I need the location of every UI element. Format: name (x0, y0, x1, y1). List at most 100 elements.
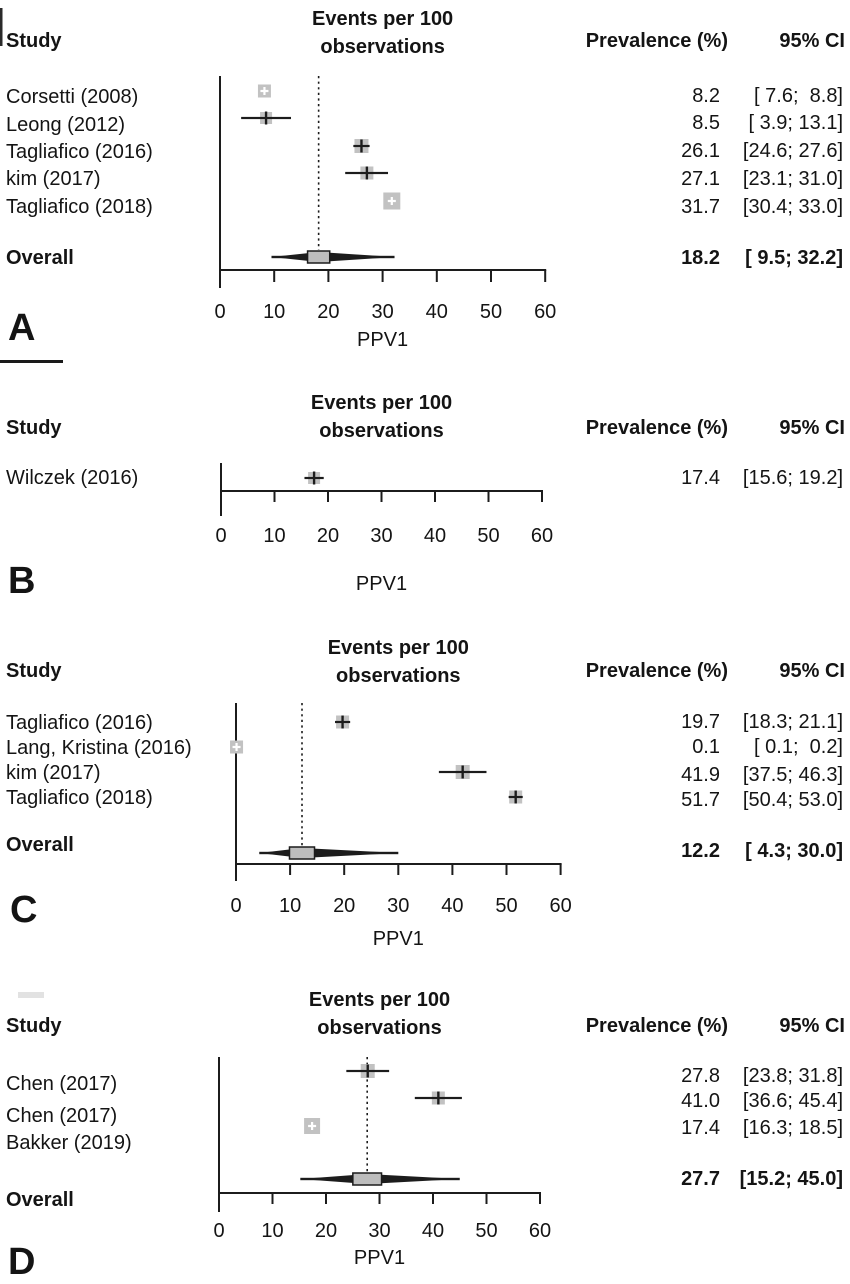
estimate-tick (264, 111, 268, 125)
x-tick-label: 60 (528, 1220, 552, 1242)
events-header-line1: Events per 100 (308, 989, 451, 1011)
ci-value: [16.3; 18.5] (742, 1117, 843, 1139)
prevalence-value: 51.7 (681, 789, 720, 811)
prevalence-value: 41.0 (681, 1090, 720, 1112)
x-tick-label: 0 (213, 1220, 225, 1242)
ci-value: [24.6; 27.6] (742, 140, 843, 162)
estimate-tick (312, 471, 316, 485)
x-axis-tick (380, 491, 383, 502)
x-axis-tick (485, 1193, 488, 1204)
x-tick-label: 20 (333, 895, 356, 917)
overall-label: Overall (6, 1189, 74, 1211)
x-tick-label: 40 (425, 301, 448, 323)
x-tick-label: 0 (214, 301, 226, 323)
x-axis-label: PPV1 (372, 928, 424, 950)
x-axis-tick (487, 491, 490, 502)
x-axis-tick (505, 864, 508, 875)
x-axis-tick (327, 491, 329, 502)
y-axis (218, 1057, 220, 1212)
x-tick-label: 20 (316, 525, 340, 547)
x-tick-label: 50 (477, 525, 500, 547)
ci-header: 95% CI (779, 30, 845, 52)
x-axis-tick (218, 1193, 220, 1204)
x-axis-tick (325, 1193, 327, 1204)
events-header-line2: observations (317, 1017, 442, 1039)
x-tick-label: 10 (263, 525, 286, 547)
estimate-tick (461, 765, 464, 779)
overall-prevalence-value: 12.2 (681, 840, 720, 862)
study-header: Study (6, 1015, 62, 1037)
ci-value: [18.3; 21.1] (742, 711, 843, 733)
prevalence-header: Prevalence (%) (585, 660, 728, 682)
events-header-line1: Events per 100 (311, 8, 454, 30)
x-axis-tick (544, 270, 547, 282)
study-label: Tagliafico (2018) (6, 196, 153, 218)
x-tick-label: 20 (317, 301, 340, 323)
x-axis-tick (559, 864, 562, 875)
x-tick-label: 30 (371, 301, 394, 323)
prevalence-value: 41.9 (681, 764, 720, 786)
y-axis (219, 76, 221, 288)
study-label: kim (2017) (6, 168, 101, 190)
overall-prevalence-value: 18.2 (681, 247, 720, 269)
ci-value: [15.6; 19.2] (742, 467, 843, 489)
prevalence-header: Prevalence (%) (585, 1015, 728, 1037)
panel-a-plot (219, 76, 547, 288)
x-tick-label: 0 (230, 895, 242, 917)
events-header-line1: Events per 100 (327, 637, 469, 659)
x-axis-tick (490, 270, 492, 282)
prevalence-value: 17.4 (681, 467, 720, 489)
study-label: Tagliafico (2016) (6, 712, 153, 734)
x-axis-tick (220, 491, 222, 502)
study-label: Chen (2017) (6, 1073, 118, 1095)
x-axis-tick (219, 270, 221, 282)
x-tick-label: 0 (215, 525, 227, 547)
x-tick-label: 50 (475, 1220, 498, 1242)
x-axis-tick (327, 270, 330, 282)
x-axis-label: PPV1 (355, 573, 408, 595)
overall-label: Overall (6, 247, 74, 269)
x-tick-label: 40 (423, 525, 447, 547)
y-axis (220, 463, 222, 516)
panel-d-plot (218, 1057, 541, 1212)
x-tick-label: 40 (441, 895, 464, 917)
ci-value: [23.8; 31.8] (742, 1065, 843, 1087)
figure-edge-artifact (18, 992, 44, 998)
ci-value: [ 3.9; 13.1] (748, 112, 843, 134)
prevalence-value: 31.7 (681, 196, 720, 218)
ci-header: 95% CI (779, 660, 845, 682)
x-axis-tick (235, 864, 237, 875)
study-label: kim (2017) (6, 762, 101, 784)
x-axis-tick (273, 270, 276, 282)
events-header-line2: observations (320, 36, 445, 58)
x-tick-label: 30 (370, 525, 393, 547)
estimate-tick (366, 1064, 369, 1078)
study-header: Study (6, 417, 62, 439)
ci-value: [23.1; 31.0] (742, 168, 843, 190)
overall-diamond (259, 848, 399, 858)
overall-diamond-center (288, 846, 316, 860)
study-marker-plus (390, 197, 393, 205)
prevalence-value: 17.4 (681, 1117, 720, 1139)
ci-value: [36.6; 45.4] (742, 1090, 843, 1112)
events-header-line2: observations (336, 665, 461, 687)
study-header: Study (6, 30, 62, 52)
x-axis-tick (432, 1193, 434, 1204)
x-tick-label: 60 (530, 525, 554, 547)
x-axis-tick (273, 491, 276, 502)
x-axis-tick (435, 270, 438, 282)
overall-ci-value: [ 4.3; 30.0] (745, 840, 843, 862)
study-label: Leong (2012) (6, 114, 125, 136)
estimate-tick (514, 790, 517, 804)
x-tick-label: 50 (479, 301, 503, 323)
study-label: Lang, Kristina (2016) (6, 737, 192, 759)
prevalence-value: 0.1 (692, 736, 720, 758)
x-axis-tick (539, 1193, 541, 1204)
estimate-tick (365, 166, 369, 180)
x-tick-label: 10 (261, 1220, 284, 1242)
prevalence-header: Prevalence (%) (585, 30, 728, 52)
panel-letter: C (10, 889, 38, 932)
study-marker-plus (310, 1122, 314, 1130)
